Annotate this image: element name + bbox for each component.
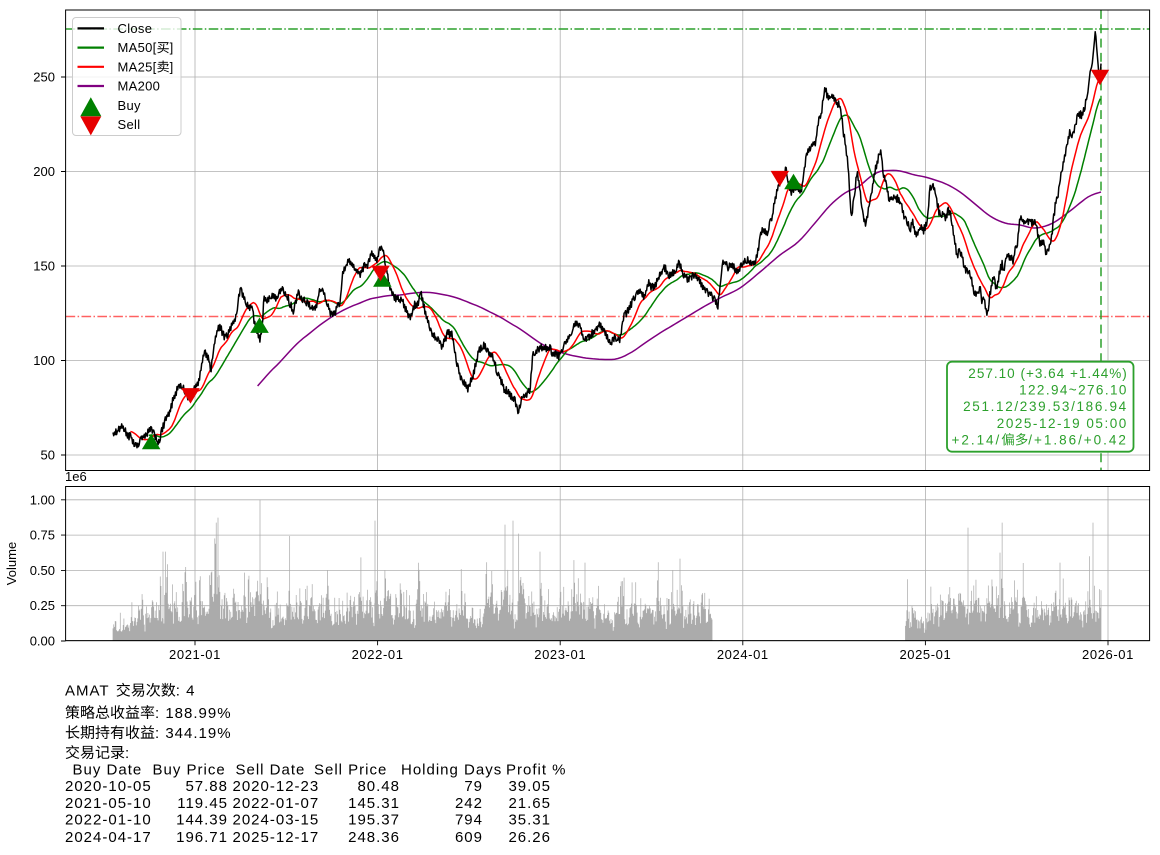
svg-text:Sell: Sell [118,117,141,132]
svg-text:251.12/239.53/186.94: 251.12/239.53/186.94 [963,399,1128,414]
svg-text:248.36: 248.36 [348,829,400,846]
svg-text:/+1.86/+0.42: /+1.86/+0.42 [1028,432,1128,447]
svg-text:]: ] [170,40,174,55]
svg-text:2020-10-05: 2020-10-05 [65,778,152,795]
svg-text:150: 150 [33,259,55,274]
svg-text:2025-12-19 05:00: 2025-12-19 05:00 [997,416,1128,431]
svg-text:1.00: 1.00 [30,492,55,507]
svg-text:MA25[: MA25[ [118,59,157,74]
svg-text:0.00: 0.00 [30,634,55,649]
svg-text:2020-12-23: 2020-12-23 [233,778,320,795]
svg-text:2022-01-10: 2022-01-10 [65,812,152,829]
svg-text:609: 609 [455,829,483,846]
svg-text:122.94~276.10: 122.94~276.10 [1019,383,1128,398]
svg-text:79: 79 [464,778,483,795]
svg-text:AMAT: AMAT [65,683,110,700]
svg-text:0.75: 0.75 [30,528,55,543]
svg-text:Buy Price: Buy Price [153,762,226,779]
svg-text:39.05: 39.05 [508,778,551,795]
svg-text:2024-03-15: 2024-03-15 [233,812,320,829]
svg-text:80.48: 80.48 [357,778,400,795]
svg-text:2022-01: 2022-01 [352,647,404,662]
svg-text:2021-05-10: 2021-05-10 [65,795,152,812]
svg-text:26.26: 26.26 [508,829,551,846]
svg-text:250: 250 [33,70,55,85]
svg-text:Close: Close [118,21,153,36]
svg-text:144.39: 144.39 [176,812,228,829]
svg-text:794: 794 [455,812,483,829]
svg-text:MA50[: MA50[ [118,40,157,55]
svg-text:2024-01: 2024-01 [717,647,769,662]
svg-text:35.31: 35.31 [508,812,551,829]
svg-text:57.88: 57.88 [185,778,228,795]
svg-text:2026-01: 2026-01 [1082,647,1134,662]
svg-text:2022-01-07: 2022-01-07 [233,795,320,812]
svg-text:: 188.99%: : 188.99% [155,705,232,722]
svg-text:0.50: 0.50 [30,563,55,578]
svg-text:+2.14/: +2.14/ [952,432,1002,447]
svg-text:2021-01: 2021-01 [169,647,221,662]
svg-text:145.31: 145.31 [348,795,400,812]
svg-text:200: 200 [33,164,55,179]
svg-text:195.37: 195.37 [348,812,400,829]
svg-text:2023-01: 2023-01 [534,647,586,662]
svg-text:257.10 (+3.64 +1.44%): 257.10 (+3.64 +1.44%) [968,366,1128,381]
svg-text:: 4: : 4 [176,683,196,700]
svg-text:Sell Date: Sell Date [236,762,306,779]
svg-text:21.65: 21.65 [508,795,551,812]
svg-text:]: ] [170,59,174,74]
svg-text:Holding Days: Holding Days [401,762,502,779]
svg-text:Sell Price: Sell Price [314,762,387,779]
svg-text:2025-01: 2025-01 [899,647,951,662]
svg-text:119.45: 119.45 [177,795,228,812]
svg-text:242: 242 [455,795,483,812]
svg-text:Profit %: Profit % [506,762,567,779]
svg-text:MA200: MA200 [118,79,161,94]
svg-text:196.71: 196.71 [176,829,228,846]
svg-text:1e6: 1e6 [65,469,87,484]
svg-text:Volume: Volume [4,542,19,585]
svg-text::: : [125,745,130,762]
svg-text:Buy: Buy [118,98,142,113]
svg-text:100: 100 [33,353,55,368]
svg-text:2025-12-17: 2025-12-17 [233,829,320,846]
svg-text:50: 50 [41,448,55,463]
svg-text:Buy Date: Buy Date [73,762,143,779]
svg-text:0.25: 0.25 [30,598,55,613]
svg-text:: 344.19%: : 344.19% [155,725,232,742]
svg-text:2024-04-17: 2024-04-17 [65,829,152,846]
